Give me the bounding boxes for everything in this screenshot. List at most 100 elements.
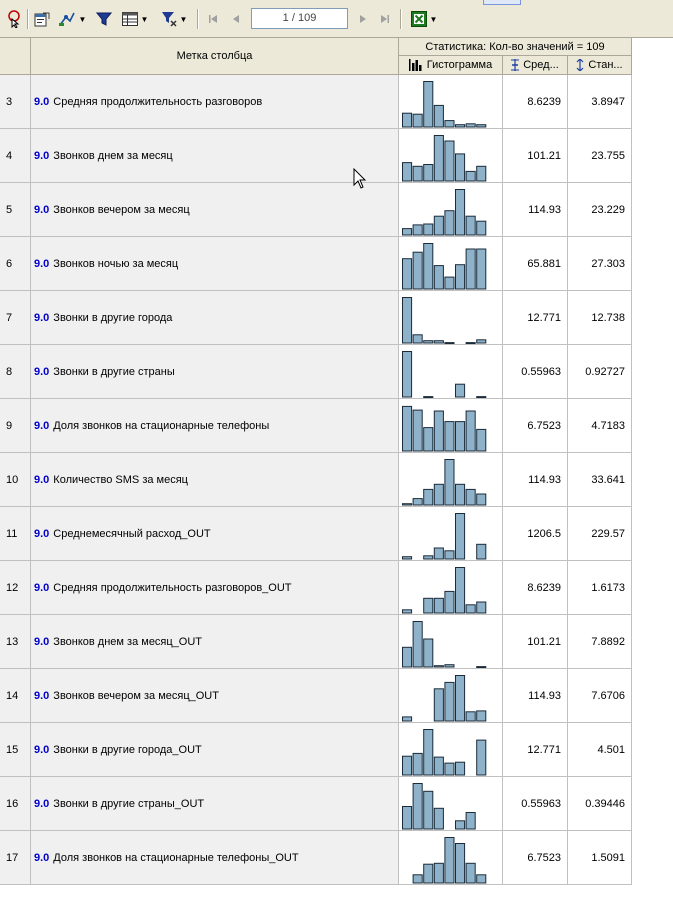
table-row[interactable]: 3 9.0 Средняя продолжительность разговоров… bbox=[0, 75, 632, 129]
table-row[interactable]: 9 9.0 Доля звонков на стационарные телефон… bbox=[0, 399, 632, 453]
histogram-cell[interactable] bbox=[399, 561, 503, 615]
column-label-cell[interactable]: 9.0 Звонки в другие города_OUT bbox=[31, 723, 399, 777]
histogram-chart bbox=[412, 837, 487, 884]
role-badge: 9.0 bbox=[34, 689, 50, 702]
histogram-bar bbox=[423, 81, 434, 128]
column-label-cell[interactable]: 9.0 Доля звонков на стационарные телефоны bbox=[31, 399, 399, 453]
label-column-header[interactable]: Метка столбца bbox=[31, 38, 399, 75]
std-value: 12.738 bbox=[568, 291, 632, 345]
std-value: 23.229 bbox=[568, 183, 632, 237]
page-indicator[interactable]: 1 / 109 bbox=[251, 8, 348, 29]
histogram-bar bbox=[402, 806, 413, 830]
column-label-cell[interactable]: 9.0 Звонков днем за месяц_OUT bbox=[31, 615, 399, 669]
histogram-bar bbox=[444, 140, 455, 182]
table-view-icon[interactable]: ▼ bbox=[117, 9, 153, 29]
cursor-help-icon[interactable] bbox=[3, 9, 25, 29]
toolbar: ▼ ▼ ▼ 1 / 109 ▼ bbox=[0, 0, 673, 38]
table-row[interactable]: 5 9.0 Звонков вечером за месяц 114.93 23.229 bbox=[0, 183, 632, 237]
mean-value: 65.881 bbox=[503, 237, 568, 291]
column-label-cell[interactable]: 9.0 Звонки в другие города bbox=[31, 291, 399, 345]
table-row[interactable]: 13 9.0 Звонков днем за месяц_OUT 101.21 7.88… bbox=[0, 615, 632, 669]
histogram-cell[interactable] bbox=[399, 75, 503, 129]
histogram-bar bbox=[455, 264, 466, 290]
table-row[interactable]: 15 9.0 Звонки в другие города_OUT 12.771 4.5… bbox=[0, 723, 632, 777]
histogram-bar bbox=[476, 165, 487, 182]
histogram-bar bbox=[433, 410, 444, 452]
row-number-header[interactable] bbox=[0, 38, 31, 75]
column-label-cell[interactable]: 9.0 Звонков ночью за месяц bbox=[31, 237, 399, 291]
column-label-cell[interactable]: 9.0 Количество SMS за месяц bbox=[31, 453, 399, 507]
column-label: Количество SMS за месяц bbox=[53, 473, 188, 486]
histogram-bar bbox=[402, 258, 413, 290]
histogram-cell[interactable] bbox=[399, 669, 503, 723]
histogram-bar bbox=[423, 243, 434, 290]
histogram-cell[interactable] bbox=[399, 453, 503, 507]
histogram-cell[interactable] bbox=[399, 723, 503, 777]
column-label: Звонков днем за месяц bbox=[53, 149, 173, 162]
histogram-bar bbox=[423, 597, 434, 614]
histogram-cell[interactable] bbox=[399, 183, 503, 237]
column-label-cell[interactable]: 9.0 Звонки в другие страны bbox=[31, 345, 399, 399]
std-column-header[interactable]: Стан... bbox=[568, 56, 632, 75]
column-label: Звонки в другие города bbox=[53, 311, 173, 324]
table-row[interactable]: 14 9.0 Звонков вечером за месяц_OUT 114.93 7… bbox=[0, 669, 632, 723]
histogram-cell[interactable] bbox=[399, 615, 503, 669]
table-row[interactable]: 10 9.0 Количество SMS за месяц 114.93 33.641 bbox=[0, 453, 632, 507]
role-badge: 9.0 bbox=[34, 419, 50, 432]
column-label-cell[interactable]: 9.0 Звонков днем за месяц bbox=[31, 129, 399, 183]
histogram-cell[interactable] bbox=[399, 345, 503, 399]
table-row[interactable]: 7 9.0 Звонки в другие города 12.771 12.738 bbox=[0, 291, 632, 345]
last-page-icon[interactable] bbox=[375, 9, 395, 29]
column-label-cell[interactable]: 9.0 Средняя продолжительность разговоров bbox=[31, 75, 399, 129]
std-value: 0.92727 bbox=[568, 345, 632, 399]
histogram-icon bbox=[408, 59, 423, 71]
histogram-chart bbox=[402, 297, 487, 344]
histogram-bar bbox=[402, 716, 413, 722]
histogram-cell[interactable] bbox=[399, 777, 503, 831]
histogram-bar bbox=[423, 164, 434, 182]
table-row[interactable]: 12 9.0 Средняя продолжительность разговоро… bbox=[0, 561, 632, 615]
excel-export-icon[interactable]: ▼ bbox=[406, 9, 442, 29]
histogram-cell[interactable] bbox=[399, 399, 503, 453]
table-row[interactable]: 16 9.0 Звонки в другие страны_OUT 0.55963 0.… bbox=[0, 777, 632, 831]
prev-page-icon[interactable] bbox=[226, 9, 246, 29]
histogram-cell[interactable] bbox=[399, 237, 503, 291]
histogram-column-header[interactable]: Гистограмма bbox=[399, 56, 503, 75]
first-page-icon[interactable] bbox=[203, 9, 223, 29]
column-label-cell[interactable]: 9.0 Звонков вечером за месяц_OUT bbox=[31, 669, 399, 723]
std-header-label: Стан... bbox=[588, 59, 623, 71]
histogram-cell[interactable] bbox=[399, 291, 503, 345]
column-label-cell[interactable]: 9.0 Звонки в другие страны_OUT bbox=[31, 777, 399, 831]
table-row[interactable]: 11 9.0 Среднемесячный расход_OUT 1206.5 229.… bbox=[0, 507, 632, 561]
histogram-cell[interactable] bbox=[399, 507, 503, 561]
properties-icon[interactable] bbox=[31, 9, 53, 29]
histogram-cell[interactable] bbox=[399, 129, 503, 183]
sort-filter-icon[interactable]: ▼ bbox=[157, 9, 191, 29]
table-row[interactable]: 17 9.0 Доля звонков на стационарные телефо… bbox=[0, 831, 632, 885]
role-badge: 9.0 bbox=[34, 581, 50, 594]
mean-column-header[interactable]: Сред... bbox=[503, 56, 568, 75]
column-label-cell[interactable]: 9.0 Звонков вечером за месяц bbox=[31, 183, 399, 237]
table-row[interactable]: 6 9.0 Звонков ночью за месяц 65.881 27.303 bbox=[0, 237, 632, 291]
column-label-cell[interactable]: 9.0 Доля звонков на стационарные телефоны… bbox=[31, 831, 399, 885]
column-label: Доля звонков на стационарные телефоны bbox=[53, 419, 270, 432]
column-label: Средняя продолжительность разговоров bbox=[53, 95, 263, 108]
collapse-tab[interactable] bbox=[483, 0, 521, 5]
filter-icon[interactable] bbox=[93, 9, 115, 29]
histogram-bar bbox=[476, 710, 487, 722]
next-page-icon[interactable] bbox=[353, 9, 373, 29]
table-row[interactable]: 4 9.0 Звонков днем за месяц 101.21 23.755 bbox=[0, 129, 632, 183]
column-label-cell[interactable]: 9.0 Среднемесячный расход_OUT bbox=[31, 507, 399, 561]
histogram-bar bbox=[455, 189, 466, 236]
histogram-cell[interactable] bbox=[399, 831, 503, 885]
histogram-bar bbox=[433, 547, 444, 560]
histogram-bar bbox=[423, 427, 434, 452]
mean-icon bbox=[511, 59, 520, 71]
histogram-bar bbox=[476, 543, 487, 560]
table-row[interactable]: 8 9.0 Звонки в другие страны 0.55963 0.92727 bbox=[0, 345, 632, 399]
role-badge: 9.0 bbox=[34, 257, 50, 270]
row-number: 3 bbox=[0, 75, 31, 129]
column-label-cell[interactable]: 9.0 Средняя продолжительность разговоров_… bbox=[31, 561, 399, 615]
role-badge: 9.0 bbox=[34, 473, 50, 486]
visualizer-icon[interactable]: ▼ bbox=[55, 9, 89, 29]
